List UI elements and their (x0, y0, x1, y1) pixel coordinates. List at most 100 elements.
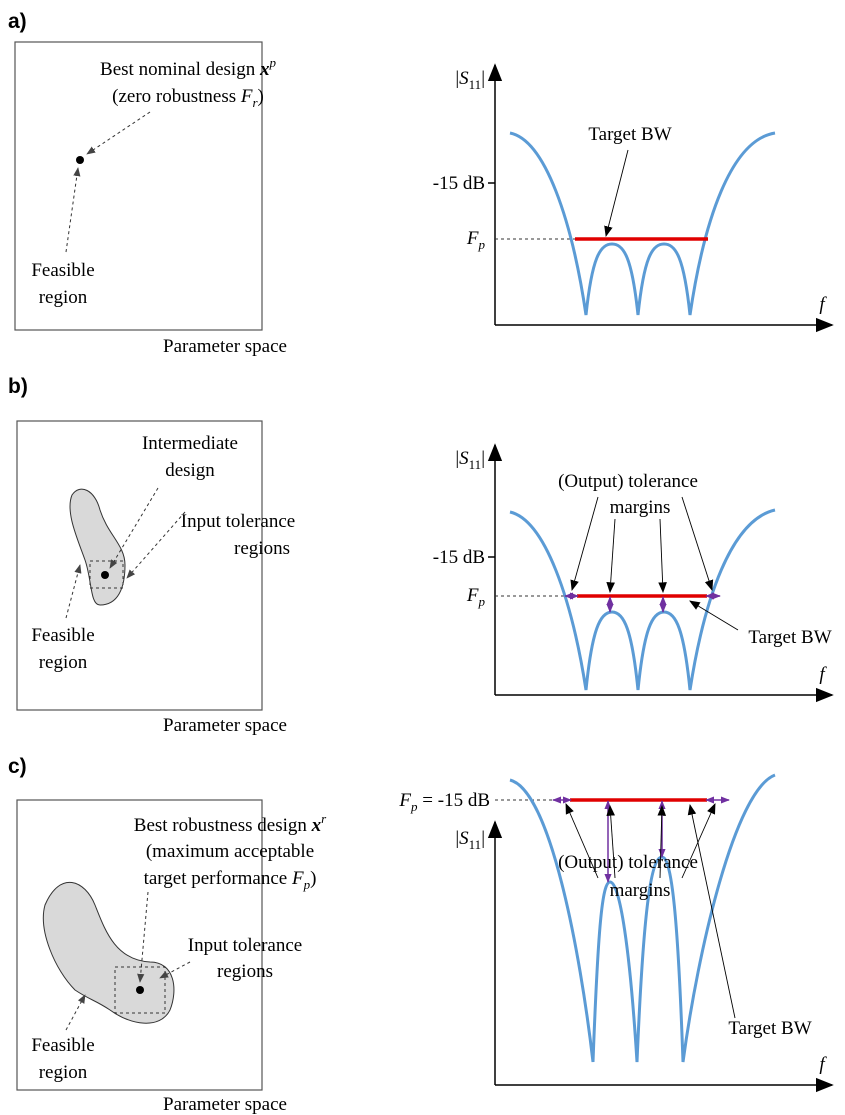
text-segment: | (481, 828, 485, 849)
text-segment: Best nominal design (100, 59, 260, 80)
arrow (565, 803, 599, 879)
arrow (689, 600, 739, 631)
arrow (126, 511, 186, 579)
text-segment: (Output) tolerance (558, 471, 698, 492)
text-segment: Target BW (748, 627, 831, 648)
arrow (681, 496, 714, 592)
text-segment: Target BW (728, 1018, 811, 1039)
annotation: Input tolerance (181, 511, 295, 532)
text-segment: x (259, 59, 270, 80)
text-segment: Intermediate (142, 433, 238, 454)
text-segment: (maximum acceptable (146, 841, 314, 862)
arrow (604, 149, 629, 238)
text-segment: design (165, 460, 215, 481)
caption: Parameter space (163, 715, 287, 736)
note: (Output) tolerance (558, 852, 698, 873)
annotation: Input tolerance (188, 935, 302, 956)
text-segment: 11 (469, 837, 482, 852)
text-segment: Feasible (31, 260, 94, 281)
text-segment: margins (610, 497, 671, 518)
text-segment: r (321, 811, 327, 826)
text-segment: S (459, 828, 469, 849)
caption: Parameter space (163, 336, 287, 357)
annotation: regions (234, 538, 290, 559)
text-segment: region (39, 287, 88, 308)
annotation: Intermediate (142, 433, 238, 454)
s11-curve (509, 131, 776, 316)
text-segment: margins (610, 880, 671, 901)
text-segment: | (481, 448, 485, 469)
annotation: design (165, 460, 215, 481)
text-segment: r (252, 95, 258, 110)
text-segment: F (240, 86, 253, 107)
fp-label: Fp (466, 585, 486, 609)
x-axis-label: f (819, 1054, 827, 1075)
text-segment: p (410, 799, 418, 814)
text-segment: 11 (469, 77, 482, 92)
caption: Parameter space (163, 1094, 287, 1115)
annotation: region (39, 652, 88, 673)
parameter-box (16, 420, 263, 711)
text-segment: target performance (144, 868, 292, 889)
annotation: regions (217, 961, 273, 982)
text-segment: Target BW (588, 124, 671, 145)
text-segment: (Output) tolerance (558, 852, 698, 873)
text-segment: x (311, 815, 322, 836)
fp-label: Fp = -15 dB (398, 790, 490, 814)
annotation: target performance Fp) (144, 868, 317, 892)
feasible-region (69, 488, 126, 606)
text-segment: f (819, 1054, 827, 1075)
panel-label: b) (8, 375, 28, 398)
text-segment: | (481, 68, 485, 89)
text-segment: region (39, 652, 88, 673)
annotation: (maximum acceptable (146, 841, 314, 862)
text-segment: (zero robustness (112, 86, 241, 107)
arrow (86, 111, 151, 155)
x-axis-label: f (819, 294, 827, 315)
text-segment: = -15 dB (418, 790, 490, 811)
text-segment: -15 dB (433, 173, 485, 194)
arrow (657, 804, 667, 879)
text-segment: F (466, 585, 479, 606)
arrow (658, 518, 667, 594)
level-label: -15 dB (433, 173, 485, 194)
text-segment: p (478, 237, 486, 252)
s11-curve (509, 508, 776, 691)
annotation: region (39, 287, 88, 308)
text-segment: p (303, 877, 311, 892)
text-segment: region (39, 1062, 88, 1083)
parameter-box (14, 41, 263, 331)
annotation: Best robustness design xr (134, 811, 327, 836)
annotation: Feasible (31, 1035, 94, 1056)
note: Target BW (588, 124, 671, 145)
text-segment: Input tolerance (181, 511, 295, 532)
text-segment: p (478, 594, 486, 609)
s11-curve (509, 773, 776, 1063)
text-segment: ) (310, 868, 316, 889)
text-segment: Input tolerance (188, 935, 302, 956)
text-segment: -15 dB (433, 547, 485, 568)
text-segment: ) (258, 86, 264, 107)
text-segment: F (398, 790, 411, 811)
panel-label: c) (8, 755, 27, 778)
arrow (606, 518, 616, 594)
arrow (65, 994, 86, 1031)
design-point (101, 571, 109, 579)
text-segment: Feasible (31, 625, 94, 646)
text-segment: Best robustness design (134, 815, 312, 836)
y-axis-label: |S11| (455, 828, 485, 852)
annotation: Feasible (31, 625, 94, 646)
arrow (681, 803, 716, 879)
text-segment: | (455, 68, 459, 89)
tolerance-box (114, 966, 166, 1014)
design-point (136, 986, 144, 994)
note: (Output) tolerance (558, 471, 698, 492)
note: margins (610, 880, 671, 901)
arrow (687, 803, 736, 1019)
arrow (606, 804, 616, 879)
annotation: Best nominal design xp (100, 55, 276, 80)
text-segment: f (819, 294, 827, 315)
text-segment: regions (234, 538, 290, 559)
text-segment: F (291, 868, 304, 889)
